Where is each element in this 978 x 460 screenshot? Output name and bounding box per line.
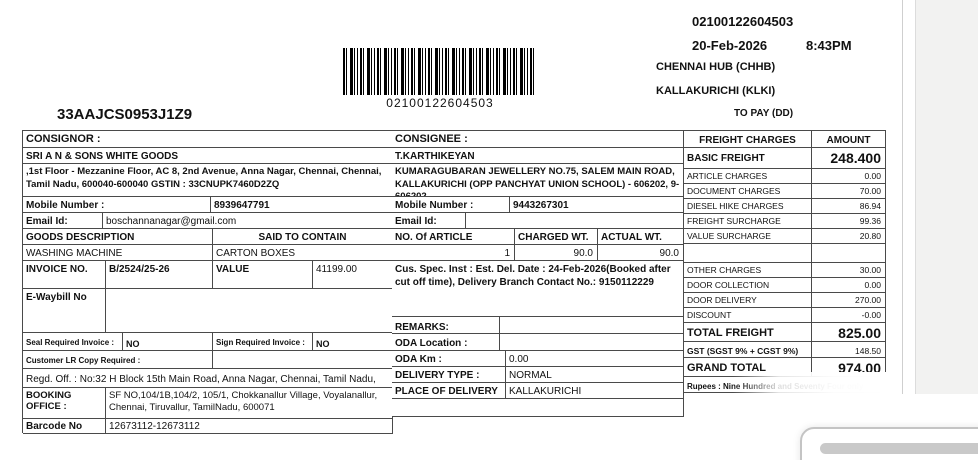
amount-header: AMOUNT (812, 131, 886, 148)
consignee-email (466, 213, 684, 229)
sign-required-label: Sign Required Invoice : (213, 333, 313, 351)
booking-date: 20-Feb-2026 (692, 38, 768, 53)
payment-mode: TO PAY (DD) (734, 108, 794, 119)
destination-branch: KALLAKURICHI (KLKI) (656, 85, 776, 97)
oda-location-label: ODA Location : (392, 334, 500, 351)
origin-hub: CHENNAI HUB (CHHB) (656, 61, 776, 73)
consignee-title: CONSIGNEE : (392, 131, 684, 148)
consignee-name: T.KARTHIKEYAN (392, 148, 684, 164)
charge-amount: 70.00 (812, 184, 886, 199)
lr-number: 02100122604503 (692, 14, 794, 29)
consignor-section: CONSIGNOR : SRI A N & SONS WHITE GOODS ,… (22, 130, 393, 434)
total-freight-amount: 825.00 (812, 323, 886, 342)
consignor-email-label: Email Id: (23, 213, 103, 229)
article-count-label: NO. Of ARTICLE (392, 229, 515, 245)
goods-description-label: GOODS DESCRIPTION (23, 229, 213, 245)
page-gutter (915, 0, 978, 460)
charge-amount: 30.00 (812, 263, 886, 278)
consignee-mobile: 9443267301 (510, 197, 684, 213)
booking-office-label: BOOKING OFFICE : (23, 388, 106, 419)
basic-freight-label: BASIC FREIGHT (684, 148, 812, 169)
place-of-delivery: KALLAKURICHI (506, 383, 684, 399)
charged-wt-label: CHARGED WT. (515, 229, 598, 245)
consignor-mobile: 8939647791 (211, 197, 393, 213)
said-to-contain: CARTON BOXES (213, 245, 393, 261)
empty-charge-row (684, 244, 812, 263)
delivery-type-label: DELIVERY TYPE : (392, 367, 506, 383)
charge-label: DIESEL HIKE CHARGES (684, 199, 812, 214)
charge-label: DISCOUNT (684, 308, 812, 323)
regd-office: Regd. Off. : No:32 H Block 15th Main Roa… (23, 369, 393, 388)
article-count: 1 (392, 245, 515, 261)
consignee-mobile-label: Mobile Number : (392, 197, 510, 213)
barcode-image (343, 48, 537, 95)
charge-amount: -0.00 (812, 308, 886, 323)
charge-amount: 20.80 (812, 229, 886, 244)
invoice-value: 41199.00 (313, 261, 393, 289)
charge-amount: 0.00 (812, 278, 886, 293)
empty-row (392, 399, 684, 417)
company-gstin: 33AAJCS0953J1Z9 (57, 106, 193, 123)
actual-wt: 90.0 (598, 245, 684, 261)
charge-label: DOCUMENT CHARGES (684, 184, 812, 199)
charge-label: FREIGHT SURCHARGE (684, 214, 812, 229)
gst-amount: 148.50 (812, 342, 886, 358)
charge-amount: 99.36 (812, 214, 886, 229)
page-edge-line (902, 0, 903, 460)
charge-amount: 0.00 (812, 169, 886, 184)
total-freight-label: TOTAL FREIGHT (684, 323, 812, 342)
actual-wt-label: ACTUAL WT. (598, 229, 684, 245)
overlay-fade (733, 372, 886, 394)
consignor-address: ,1st Floor - Mezzanine Floor, AC 8, 2nd … (23, 164, 393, 197)
delivery-type: NORMAL (506, 367, 684, 383)
ewaybill-label: E-Waybill No (23, 289, 106, 333)
charge-label: OTHER CHARGES (684, 263, 812, 278)
consignor-email: boschannanagar@gmail.com (103, 213, 393, 229)
customer-lr-copy-label: Customer LR Copy Required : (23, 351, 213, 369)
charge-label: DOOR DELIVERY (684, 293, 812, 308)
invoice-no-label: INVOICE NO. (23, 261, 106, 289)
said-to-contain-label: SAID TO CONTAIN (213, 229, 393, 245)
customer-special-instructions: Cus. Spec. Inst : Est. Del. Date : 24-Fe… (392, 261, 684, 317)
barcode-no: 12673112-12673112 (106, 419, 393, 434)
invoice-value-label: VALUE (213, 261, 313, 289)
consignee-address: KUMARAGUBARAN JEWELLERY NO.75, SALEM MAI… (392, 164, 684, 197)
basic-freight-amount: 248.400 (812, 148, 886, 169)
ewaybill-value (106, 289, 393, 333)
freight-charges-header: FREIGHT CHARGES (684, 131, 812, 148)
charge-amount: 270.00 (812, 293, 886, 308)
barcode-no-label: Barcode No (23, 419, 106, 434)
charge-amount: 86.94 (812, 199, 886, 214)
oda-location-value (500, 334, 684, 351)
consignor-title: CONSIGNOR : (23, 131, 393, 148)
barcode-value: 02100122604503 (386, 96, 494, 110)
booking-office-address: SF NO,104/1B,104/2, 105/1, Chokkanallur … (106, 388, 393, 419)
sign-required-value: NO (313, 333, 393, 351)
charge-label: DOOR COLLECTION (684, 278, 812, 293)
consignee-section: CONSIGNEE : T.KARTHIKEYAN KUMARAGUBARAN … (392, 130, 684, 417)
place-of-delivery-label: PLACE OF DELIVERY : (392, 383, 506, 399)
remarks-label: REMARKS: (392, 317, 500, 334)
seal-required-value: NO (123, 333, 213, 351)
consignee-email-label: Email Id: (392, 213, 466, 229)
consignor-name: SRI A N & SONS WHITE GOODS (23, 148, 393, 164)
oda-km-label: ODA Km : (392, 351, 506, 367)
booking-time: 8:43PM (806, 38, 852, 53)
charge-label: ARTICLE CHARGES (684, 169, 812, 184)
charge-label: VALUE SURCHARGE (684, 229, 812, 244)
oda-km: 0.00 (506, 351, 684, 367)
remarks-value (500, 317, 684, 334)
gst-label: GST (SGST 9% + CGST 9%) (684, 342, 812, 358)
dialog-handle-pill (820, 443, 978, 454)
goods-description: WASHING MACHINE (23, 245, 213, 261)
freight-charges-section: FREIGHT CHARGES AMOUNT BASIC FREIGHT 248… (684, 130, 886, 393)
customer-lr-copy-value (213, 351, 393, 369)
invoice-no: B/2524/25-26 (106, 261, 213, 289)
consignor-mobile-label: Mobile Number : (23, 197, 211, 213)
seal-required-label: Seal Required Invoice : (23, 333, 123, 351)
empty-charge-amount (812, 244, 886, 263)
charged-wt: 90.0 (515, 245, 598, 261)
